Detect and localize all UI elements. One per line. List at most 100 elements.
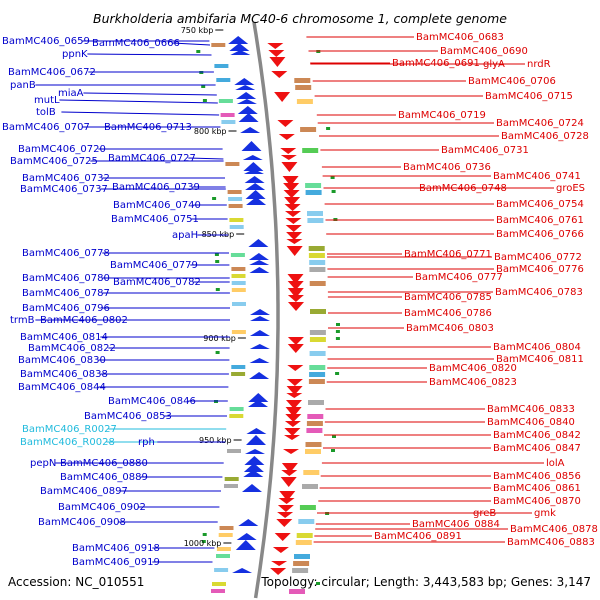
reverse-gene-arrow	[274, 92, 291, 102]
forward-feature-block	[230, 253, 245, 257]
forward-gene-arrow	[243, 470, 264, 477]
right-gene-label: nrdR	[527, 59, 551, 70]
left-label-connector	[172, 42, 211, 46]
left-gene-label: BamMC406_0659	[2, 36, 90, 47]
right-gene-label: BamMC406_0736	[403, 162, 491, 173]
forward-feature-block	[221, 120, 236, 124]
forward-gene-arrow	[234, 78, 255, 85]
reverse-gene-arrow	[287, 281, 304, 290]
reverse-gene-arrow	[283, 449, 299, 454]
gc-marker	[201, 85, 206, 88]
gc-marker	[196, 50, 201, 53]
left-gene-label: BamMC406_0782	[113, 277, 201, 288]
left-gene-label: BamMC406_0779	[110, 260, 198, 271]
reverse-gene-arrow	[286, 239, 303, 244]
forward-feature-block	[214, 64, 229, 68]
forward-gene-arrow	[248, 400, 268, 407]
reverse-feature-block	[300, 127, 317, 132]
forward-feature-block	[227, 449, 241, 453]
reverse-feature-block	[309, 260, 326, 265]
reverse-gene-arrow	[280, 148, 297, 154]
forward-gene-arrow	[244, 456, 265, 465]
reverse-gene-arrow	[277, 512, 294, 518]
reverse-gene-arrow	[287, 295, 304, 302]
reverse-feature-block	[295, 540, 312, 545]
reverse-gene-arrow	[287, 344, 304, 353]
reverse-gene-arrow	[270, 568, 287, 575]
left-gene-label: BamMC406_0739	[112, 182, 200, 193]
reverse-gene-arrow	[271, 561, 288, 566]
forward-feature-block	[231, 372, 246, 376]
reverse-gene-arrow	[267, 43, 284, 49]
right-gene-label: BamMC406_0870	[493, 496, 581, 507]
reverse-gene-arrow	[285, 407, 302, 417]
right-gene-label: BamMC406_0728	[501, 131, 589, 142]
forward-gene-arrow	[238, 113, 259, 122]
forward-feature-block	[229, 218, 244, 222]
right-gene-label: BamMC406_0683	[416, 32, 504, 43]
reverse-gene-arrow	[287, 288, 304, 298]
forward-gene-arrow	[229, 43, 250, 51]
forward-gene-arrow	[246, 435, 266, 445]
reverse-gene-arrow	[274, 533, 291, 541]
reverse-feature-block	[309, 351, 326, 356]
forward-gene-arrow	[237, 106, 258, 114]
forward-gene-arrow	[236, 533, 257, 540]
left-gene-label: BamMC406_0846	[108, 396, 196, 407]
forward-feature-block	[211, 43, 226, 47]
gc-marker	[335, 372, 340, 375]
left-gene-label: ppnK	[62, 49, 88, 60]
right-gene-label: BamMC406_0761	[496, 215, 584, 226]
left-gene-label: BamMC406_0751	[111, 214, 199, 225]
forward-gene-arrow	[232, 568, 253, 573]
left-gene-label: BamMC406_0844	[18, 382, 106, 393]
left-gene-label: apaH	[172, 230, 198, 241]
reverse-gene-arrow	[281, 463, 298, 473]
forward-gene-arrow	[236, 99, 257, 104]
right-gene-label: BamMC406_0783	[495, 287, 583, 298]
reverse-gene-arrow	[283, 190, 300, 198]
left-gene-label: pepN	[30, 458, 56, 469]
label-connector-layer	[35, 36, 554, 563]
left-gene-label: BamMC406_0919	[72, 557, 160, 568]
forward-gene-arrow	[246, 197, 267, 205]
left-gene-label: BamMC406_0780	[22, 273, 110, 284]
right-gene-label: BamMC406_0884	[412, 519, 500, 530]
reverse-gene-arrow	[272, 547, 289, 553]
left-gene-label: BamMC406_0918	[72, 543, 160, 554]
left-gene-label: BamMC406_R0027	[22, 424, 117, 435]
gc-marker	[332, 435, 336, 438]
right-gene-label: groES	[556, 183, 585, 194]
reverse-feature-block	[310, 309, 326, 314]
reverse-gene-arrow	[278, 498, 295, 504]
scale-tick-label: 1000 kbp	[184, 539, 222, 548]
left-gene-label: BamMC406_0672	[8, 67, 96, 78]
reverse-feature-block	[305, 442, 322, 447]
forward-feature-block	[218, 99, 233, 103]
left-gene-label: panB	[10, 80, 36, 91]
reverse-feature-block	[307, 211, 323, 216]
forward-feature-block	[231, 365, 246, 369]
reverse-feature-block	[299, 505, 316, 510]
accession-text: Accession: NC_010551	[8, 575, 144, 589]
left-gene-label: BamMC406_0740	[113, 200, 201, 211]
forward-gene-arrow	[230, 50, 251, 55]
reverse-feature-block	[303, 470, 320, 475]
reverse-feature-block	[308, 379, 325, 384]
forward-feature-block	[220, 113, 235, 117]
forward-gene-arrow	[245, 190, 266, 199]
reverse-gene-arrow	[277, 120, 294, 127]
left-gene-label: BamMC406_0666	[92, 38, 180, 49]
forward-gene-arrow	[246, 428, 267, 434]
reverse-feature-block	[307, 218, 324, 223]
reverse-feature-block	[296, 533, 313, 538]
reverse-gene-arrow	[285, 414, 302, 422]
right-gene-label: BamMC406_0776	[496, 264, 584, 275]
scale-tick-label: 950 kbp	[199, 436, 232, 445]
reverse-feature-block	[305, 190, 322, 195]
gc-marker	[202, 533, 207, 536]
forward-feature-block	[231, 274, 246, 278]
reverse-gene-arrow	[282, 176, 299, 186]
forward-gene-arrow	[235, 540, 256, 550]
